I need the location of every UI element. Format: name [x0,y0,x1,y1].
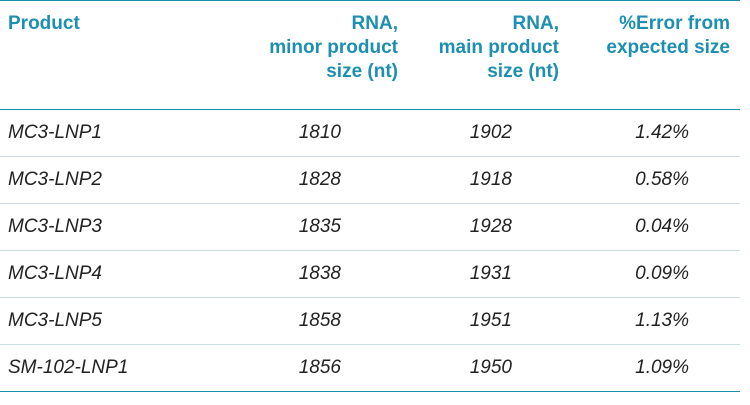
main-size-cell: 1931 [469,263,512,284]
table-row: SM-102-LNP1 1856 1950 1.09% [0,345,740,392]
main-size-cell: 1928 [469,216,512,237]
table-row: MC3-LNP1 1810 1902 1.42% [0,110,740,157]
column-header-error-percent: %Error from expected size [606,13,730,58]
error-cell: 0.04% [635,216,689,237]
product-cell: MC3-LNP3 [8,216,102,237]
minor-size-cell: 1828 [298,169,341,190]
minor-size-cell: 1856 [298,357,341,378]
table-row: MC3-LNP3 1835 1928 0.04% [0,204,740,251]
column-header-minor-product-size: RNA, minor product size (nt) [269,13,398,82]
product-cell: MC3-LNP4 [8,263,102,284]
error-cell: 1.09% [635,357,689,378]
table-row: MC3-LNP2 1828 1918 0.58% [0,157,740,204]
table-row: MC3-LNP4 1838 1931 0.09% [0,251,740,298]
minor-size-cell: 1858 [298,310,341,331]
product-cell: MC3-LNP2 [8,169,102,190]
product-cell: MC3-LNP1 [8,122,102,143]
table-row: MC3-LNP5 1858 1951 1.13% [0,298,740,345]
table-body: MC3-LNP1 1810 1902 1.42% MC3-LNP2 1828 1… [0,110,740,392]
main-size-cell: 1951 [469,310,512,331]
table-header: Product RNA, minor product size (nt) RNA… [0,0,740,110]
column-header-main-product-size: RNA, main product size (nt) [438,13,559,82]
minor-size-cell: 1838 [298,263,341,284]
main-size-cell: 1950 [469,357,512,378]
main-size-cell: 1902 [469,122,512,143]
minor-size-cell: 1835 [298,216,341,237]
minor-size-cell: 1810 [298,122,341,143]
main-size-cell: 1918 [469,169,512,190]
error-cell: 1.13% [635,310,689,331]
product-cell: MC3-LNP5 [8,310,102,331]
error-cell: 0.09% [635,263,689,284]
column-header-product: Product [8,13,80,34]
error-cell: 1.42% [635,122,689,143]
error-cell: 0.58% [635,169,689,190]
product-cell: SM-102-LNP1 [8,357,129,378]
